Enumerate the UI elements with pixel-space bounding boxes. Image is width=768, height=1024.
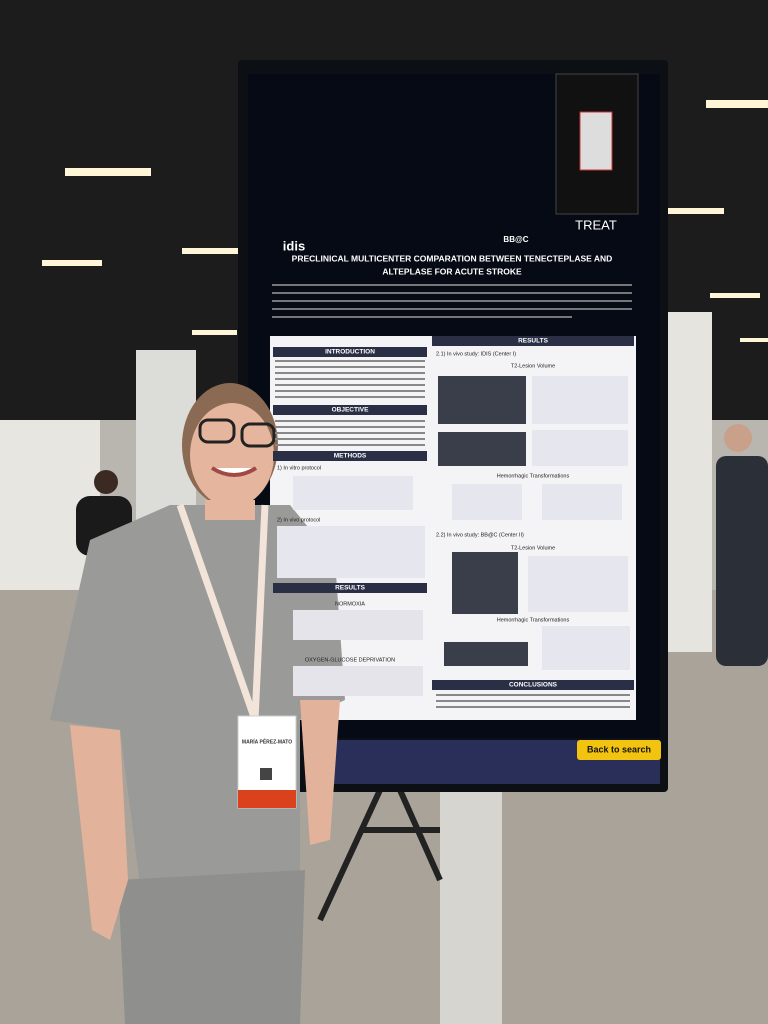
figure [293,666,423,696]
author-line [272,308,632,310]
subsection-heading: OXYGEN-GLUCOSE DEPRIVATION [305,657,395,663]
text-line [275,372,425,374]
author-line [272,292,632,294]
section-header [273,347,427,357]
lens [198,418,236,444]
text-line [275,432,425,434]
face [190,403,274,507]
minimap-view [579,111,613,171]
light [652,208,724,214]
light [740,338,768,342]
logo: BB@C [503,235,528,244]
light [65,168,151,176]
subsection-heading: T2-Lesion Volume [511,363,555,369]
section-heading: INTRODUCTION [325,349,375,356]
badge-stripe [238,790,296,808]
section-heading: RESULTS [335,585,366,592]
ceiling-lights [42,100,768,342]
arm [300,700,340,845]
light [706,100,768,108]
section-heading: CONCLUSIONS [509,682,558,689]
section-header [273,451,427,461]
section-header [273,405,427,415]
figure [452,484,522,520]
text-line [275,366,425,368]
figure [438,376,526,424]
subsection-heading: 1) In vitro protocol [277,465,321,471]
subsection-heading: 2) In vivo protocol [277,517,320,523]
person [716,456,768,666]
arm [70,725,128,940]
text-line [436,706,630,708]
back-button[interactable] [577,740,661,760]
figure [528,556,628,612]
section-heading: RESULTS [518,338,549,345]
badge-name: MARÍA PÉREZ-MATO [242,737,292,745]
figure [444,642,528,666]
subsection-heading: NORMOXIA [335,601,365,607]
text-line [436,700,630,702]
figure [542,626,630,670]
section-heading: METHODS [334,453,367,460]
subsection-heading: Hemorrhagic Transformations [497,617,570,623]
person [94,470,118,494]
subsection-heading: T2-Lesion Volume [511,545,555,551]
figure [277,526,425,578]
figure [293,610,423,640]
text-line [275,420,425,422]
subsection-heading: Hemorrhagic Transformations [497,473,570,479]
light [182,248,242,254]
text-line [275,390,425,392]
section-header [432,336,634,346]
figure [452,552,518,614]
figure [532,376,628,424]
authors [272,284,632,318]
text-line [275,384,425,386]
subsection-heading: 2.1) In vivo study: IDIS (Center I) [436,351,516,357]
poster-title: ALTEPLASE FOR ACUTE STROKE [382,266,522,276]
trousers [118,870,305,1024]
section-header [432,680,634,690]
text-line [275,426,425,428]
figure [438,432,526,466]
author-line [272,316,572,318]
logo: idis [283,238,305,253]
text-line [436,694,630,696]
text-line [275,444,425,446]
stand-legs [317,788,443,922]
text-line [275,438,425,440]
section-heading: OBJECTIVE [332,407,370,414]
author-line [272,300,632,302]
logo: TREAT [575,217,617,232]
person [724,424,752,452]
back-button-label[interactable]: Back to search [587,744,651,754]
author-line [272,284,632,286]
light [192,330,237,335]
light [42,260,102,266]
poster-title: PRECLINICAL MULTICENTER COMPARATION BETW… [292,253,613,263]
light [710,293,760,298]
section-header [273,583,427,593]
glasses [198,418,276,448]
figure [293,476,413,510]
text-line [275,360,425,362]
figure [532,430,628,466]
badge-qr [260,768,272,780]
stand-pole [440,790,502,1024]
subsection-heading: 2.2) In vivo study: BB@C (Center II) [436,532,524,538]
smile [210,466,258,477]
figure [542,484,622,520]
text-line [275,378,425,380]
text-line [275,396,425,398]
neck [205,500,255,520]
lens [240,422,276,448]
